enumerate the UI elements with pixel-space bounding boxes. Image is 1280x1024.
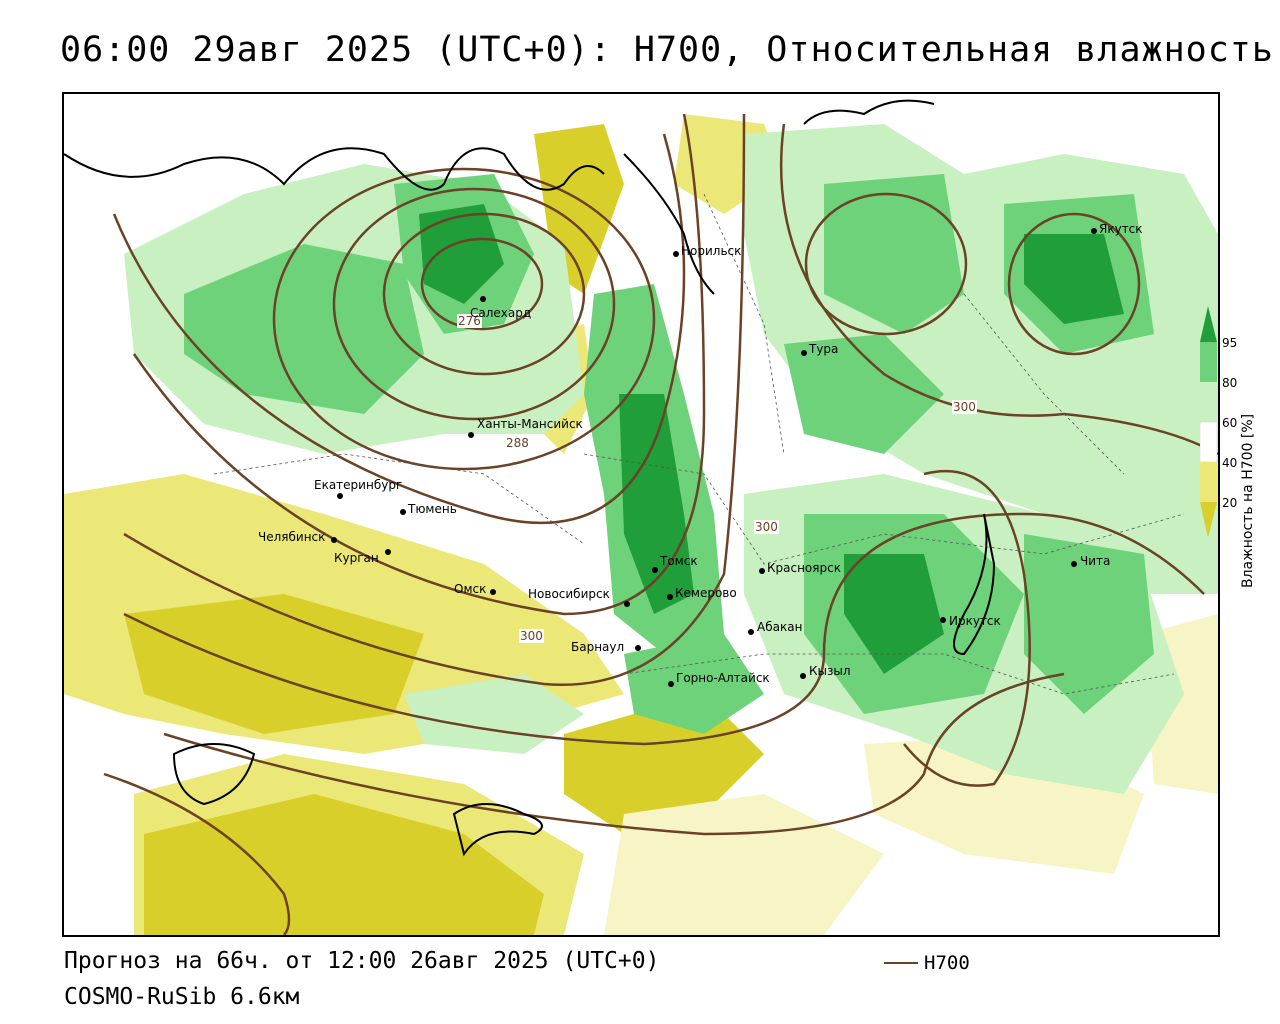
city-label: Новосибирск (528, 587, 610, 601)
city-marker (668, 681, 674, 687)
city-label: Тура (809, 342, 839, 356)
city-marker (800, 673, 806, 679)
city-label: Кызыл (809, 664, 851, 678)
city-label: Ханты-Мансийск (477, 417, 583, 431)
city-marker (1091, 228, 1097, 234)
isoline-label: 300 (754, 520, 779, 534)
legend-line-label: H700 (924, 952, 970, 974)
city-label: Абакан (757, 620, 803, 634)
city-marker (673, 251, 679, 257)
city-marker (468, 432, 474, 438)
city-label: Барнаул (571, 640, 625, 654)
city-label: Екатеринбург (314, 478, 403, 492)
colorbar-title: Влажность на H700 [%] (1240, 413, 1256, 588)
city-marker (400, 509, 406, 515)
city-label: Красноярск (767, 561, 841, 575)
city-label: Салехард (470, 306, 532, 320)
moist-areas (124, 124, 1218, 794)
city-label: Курган (334, 551, 379, 565)
colorbar-tick: 80 (1222, 376, 1238, 390)
isoline-label: 300 (952, 400, 977, 414)
city-label: Иркутск (949, 614, 1001, 628)
city-marker (1071, 561, 1077, 567)
city-label: Тюмень (408, 502, 457, 516)
city-label: Томск (660, 554, 698, 568)
map-area: 276 288 300 300 300 Норильск Якутск Сале… (62, 92, 1220, 937)
isoline-label: 288 (505, 436, 530, 450)
city-label: Горно-Алтайск (676, 671, 770, 685)
colorbar-tick: 95 (1222, 336, 1238, 350)
city-marker (667, 594, 673, 600)
city-label: Кемерово (675, 586, 737, 600)
legend-line-swatch (884, 962, 918, 964)
map-title: 06:00 29авг 2025 (UTC+0): H700, Относите… (60, 30, 1274, 70)
colorbar-tick: 60 (1222, 416, 1238, 430)
city-marker (480, 296, 486, 302)
forecast-info: Прогноз на 66ч. от 12:00 26авг 2025 (UTC… (64, 948, 660, 974)
city-marker (490, 589, 496, 595)
city-label: Норильск (681, 244, 742, 258)
colorbar-tick: 40 (1222, 456, 1238, 470)
city-label: Якутск (1099, 222, 1143, 236)
coastlines (64, 99, 996, 857)
city-marker (801, 350, 807, 356)
city-marker (940, 617, 946, 623)
city-marker (624, 601, 630, 607)
city-marker (385, 549, 391, 555)
city-marker (748, 629, 754, 635)
city-marker (652, 567, 658, 573)
city-marker (331, 537, 337, 543)
city-marker (759, 568, 765, 574)
city-label: Омск (454, 582, 487, 596)
colorbar-tick: 20 (1222, 496, 1238, 510)
admin-borders (213, 193, 1185, 695)
city-marker (635, 645, 641, 651)
isoline-label: 276 (457, 314, 482, 328)
city-marker (337, 493, 343, 499)
isoline-label: 300 (519, 629, 544, 643)
colorbar (1200, 306, 1217, 536)
city-label: Чита (1080, 554, 1111, 568)
map-canvas (64, 99, 1218, 935)
model-name: COSMO-RuSib 6.6км (64, 984, 300, 1010)
h700-isolines (103, 113, 1218, 935)
city-label: Челябинск (258, 530, 326, 544)
